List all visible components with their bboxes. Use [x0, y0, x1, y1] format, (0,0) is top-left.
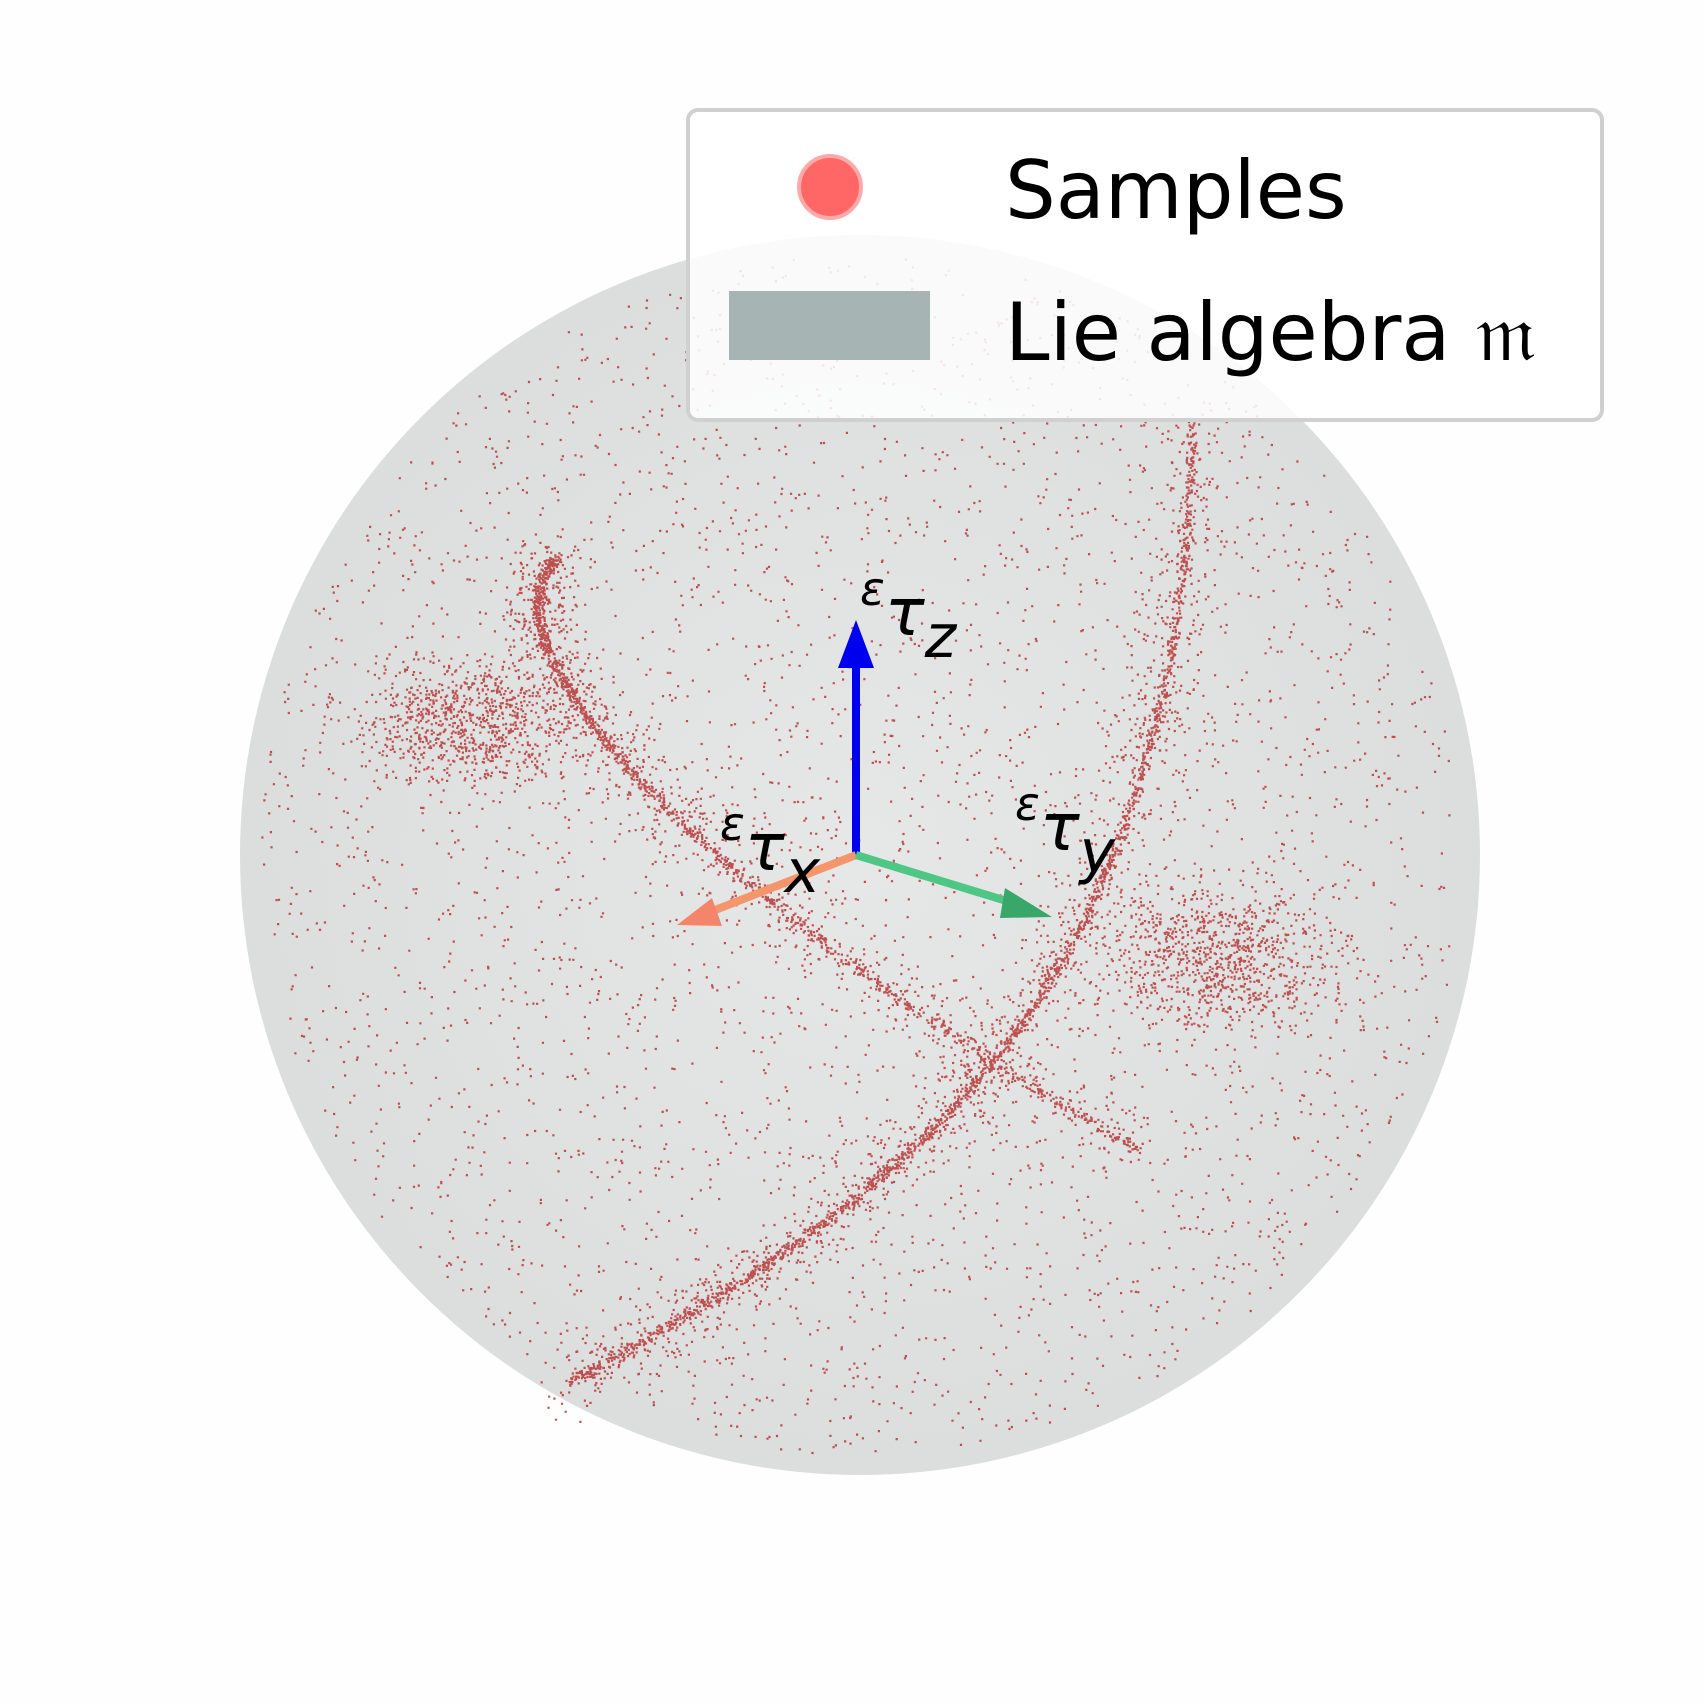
legend-marker-lie-algebra [729, 291, 930, 360]
sup: ε [1015, 777, 1040, 831]
legend: Samples Lie algebra 𝔪 [686, 108, 1604, 422]
base: τ [745, 809, 786, 886]
samples [261, 258, 1451, 1455]
x-axis-label: ετx [720, 797, 821, 907]
y-axis-label: ετy [1015, 777, 1117, 887]
sample-points [261, 258, 1451, 1455]
sub: x [783, 837, 821, 907]
sup: ε [860, 562, 885, 616]
legend-label: Lie algebra 𝔪 [1005, 286, 1536, 379]
base: τ [1040, 789, 1081, 866]
sup: ε [720, 797, 745, 851]
base: τ [885, 574, 926, 651]
legend-marker-samples [797, 154, 863, 220]
x-axis [708, 851, 858, 916]
legend-label: Samples [1005, 144, 1347, 237]
x-arrowhead [677, 898, 722, 926]
y-arrowhead [1000, 888, 1052, 918]
z-arrowhead [838, 620, 874, 668]
z-axis-label: ετz [860, 562, 958, 672]
sub: y [1078, 817, 1117, 887]
sub: z [924, 602, 958, 672]
y-axis [854, 851, 1012, 906]
